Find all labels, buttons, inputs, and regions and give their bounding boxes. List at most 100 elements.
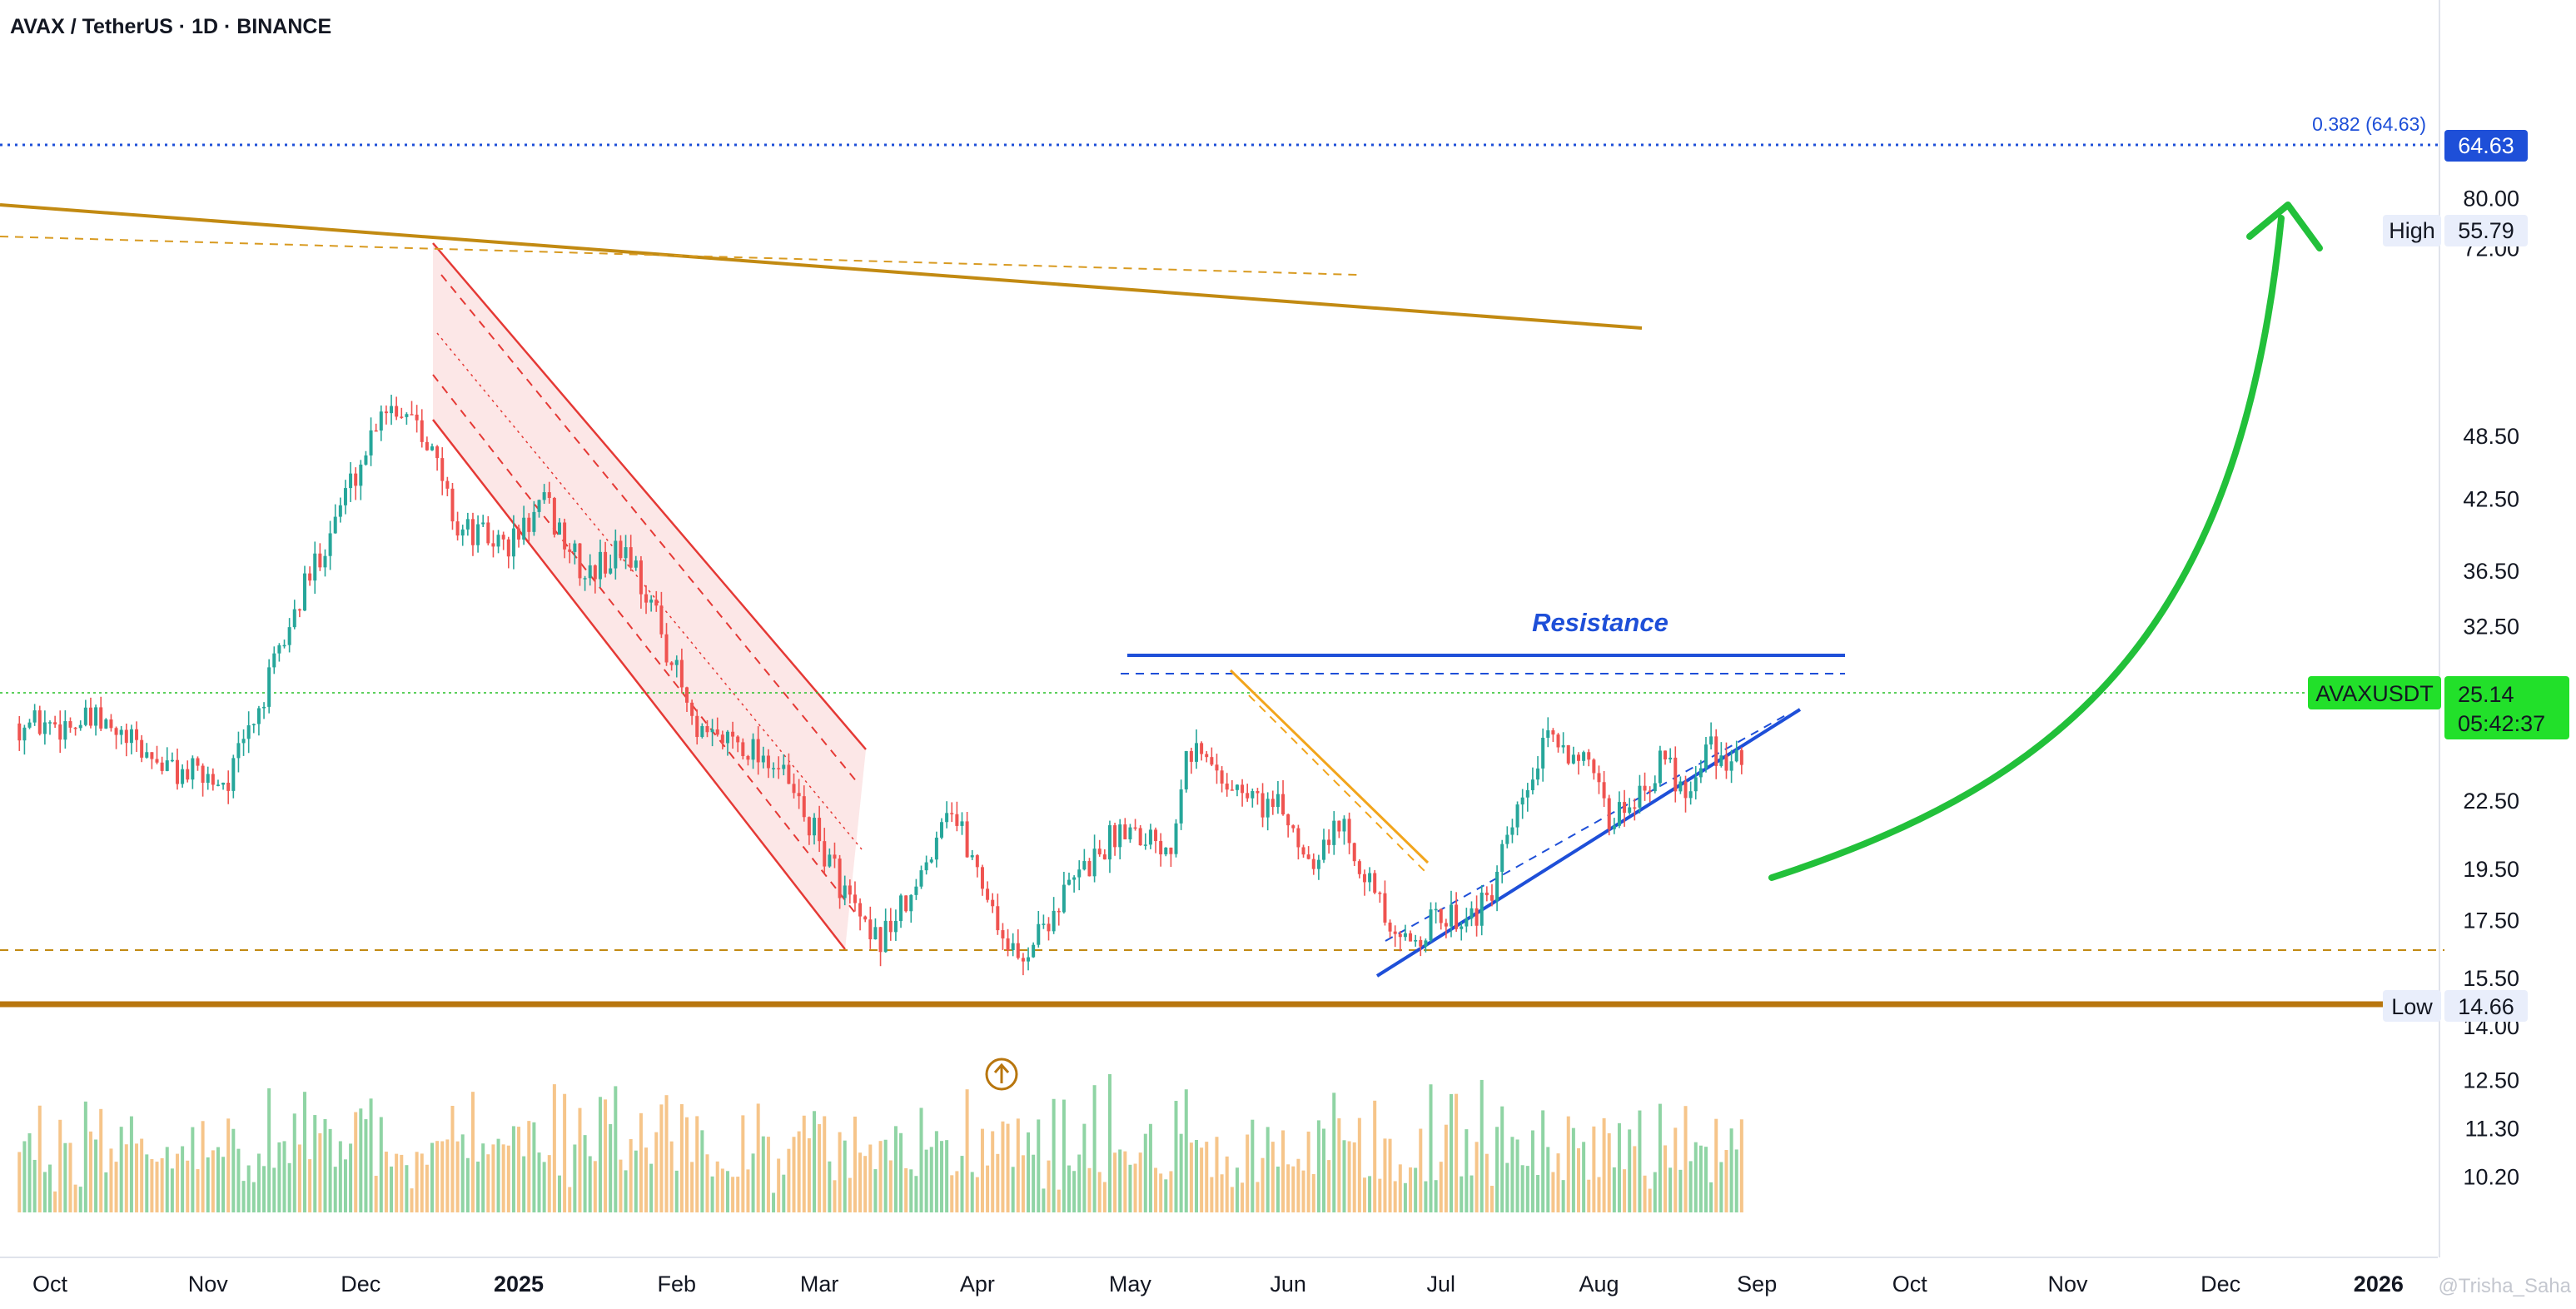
volume-bar [1072,1171,1077,1212]
candle-body [741,742,745,756]
volume-bar [746,1169,750,1212]
volume-bar [1541,1110,1545,1212]
candle-body [893,921,898,933]
volume-bar [888,1160,893,1212]
candle-body [160,762,164,771]
candle-body [282,645,286,647]
candle-body [430,446,434,450]
event-marker-icon[interactable] [985,1058,1018,1091]
volume-bar [644,1147,649,1212]
volume-bar [950,1175,954,1212]
candle-body [975,855,979,868]
candle-body [1495,871,1499,901]
candle-body [201,765,205,784]
candle-body [1174,823,1178,854]
candle-body [78,724,82,729]
candle-body [308,573,312,581]
candle-body [761,755,765,763]
volume-bar [201,1121,205,1212]
volume-bar [1301,1170,1305,1212]
candle-body [1571,754,1575,764]
volume-bar [679,1104,684,1212]
volume-bar [1052,1098,1056,1212]
candle-body [1179,789,1183,824]
candle-body [354,473,358,486]
volume-bar [481,1143,485,1212]
candle-body [1220,770,1224,784]
candle-body [440,458,445,481]
candle-body [1291,825,1295,829]
candle-body [1668,757,1673,760]
candle-body [1612,825,1616,829]
time-tick-label: Oct [1892,1272,1928,1297]
candle-body [746,755,750,760]
channel-lower-line[interactable] [432,419,846,950]
volume-bar [1113,1152,1117,1212]
volume-bar [37,1105,42,1212]
volume-bar [751,1153,755,1212]
price-tick-label: 32.50 [2463,614,2519,639]
high-value-box [2444,215,2528,246]
candle-body [1623,802,1627,814]
volume-bar [1189,1142,1193,1212]
volume-bar [893,1126,898,1212]
candle-body [1205,754,1209,758]
candle-body [1327,839,1331,845]
volume-bar [465,1157,470,1212]
candle-body [241,739,246,744]
volume-bar [1062,1099,1066,1212]
volume-bar [1403,1182,1407,1212]
volume-bar [1230,1187,1234,1212]
volume-bar [206,1157,210,1212]
volume-bar [1235,1167,1239,1212]
volume-bar [303,1092,306,1212]
candle-body [547,492,551,499]
volume-bar [598,1097,602,1212]
volume-bar [349,1143,353,1212]
candle-body [1617,802,1621,826]
volume-bar [501,1144,505,1212]
volume-bar [1474,1142,1479,1212]
candle-body [1261,793,1265,818]
minor-descending-line[interactable] [1229,669,1430,864]
candle-body [720,734,724,744]
volume-bar [1500,1106,1504,1212]
candle-body [649,600,654,603]
volume-bar [823,1116,827,1212]
candle-body [807,817,811,836]
candle-body [1648,790,1652,792]
volume-bar [1709,1182,1713,1212]
time-tick-label: May [1109,1272,1152,1297]
rising-support-line[interactable] [1375,708,1802,978]
candle-body [410,414,414,416]
candle-body [1266,799,1270,818]
candle-body [53,722,57,724]
candle-body [929,859,933,863]
volume-bar [818,1124,822,1212]
candle-body [542,492,546,500]
candle-body [511,528,515,557]
candle-body [664,634,669,663]
volume-bar [1001,1121,1005,1212]
volume-bar [1352,1142,1356,1212]
candle-body [654,600,659,606]
volume-bar [297,1144,301,1212]
candle-body [165,760,169,771]
volume-bar [807,1137,811,1212]
candle-body [848,885,852,895]
volume-bar [1668,1167,1673,1212]
volume-bar [313,1115,317,1212]
candle-body [251,724,256,726]
candle-body [109,719,113,729]
candle-body [303,573,306,611]
volume-bar [129,1116,133,1212]
volume-bar [813,1111,816,1212]
descending-trendline[interactable] [0,203,1643,330]
volume-bar [1530,1130,1534,1212]
volume-bar [1138,1152,1142,1212]
channel-upper-line[interactable] [432,242,867,750]
candle-body [400,416,404,418]
volume-bar [1276,1166,1280,1212]
volume-bar [1195,1139,1198,1212]
